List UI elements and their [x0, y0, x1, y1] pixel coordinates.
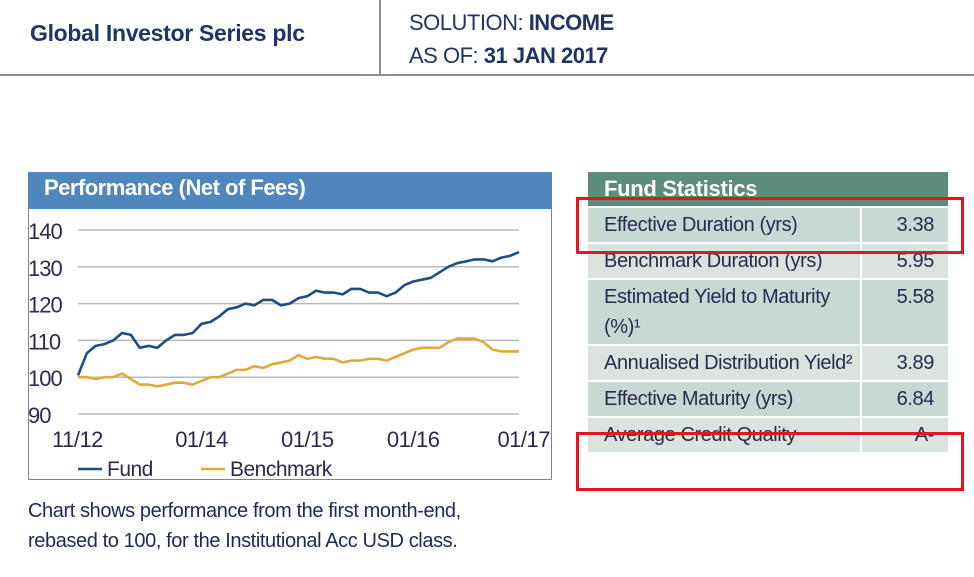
solution-label: SOLUTION:: [409, 10, 529, 35]
legend-item-benchmark: Benchmark: [201, 458, 333, 481]
chart-note-line-2: rebased to 100, for the Institutional Ac…: [28, 530, 458, 552]
y-tick-label: 90: [28, 403, 51, 428]
y-axis-labels: 140 130 120 110 100 90: [28, 219, 63, 428]
stat-row: Effective Duration (yrs) 3.38: [588, 206, 948, 242]
stat-row: Effective Maturity (yrs) 6.84: [588, 380, 948, 416]
brand-name: Global Investor Series plc: [30, 20, 305, 46]
x-tick-label: 01/15: [281, 427, 334, 452]
legend-label: Benchmark: [230, 458, 333, 481]
header-meta: SOLUTION: INCOME AS OF: 31 JAN 2017: [409, 6, 614, 72]
stat-value: A-: [914, 424, 935, 446]
stat-value: 3.38: [896, 214, 935, 236]
legend-item-fund: Fund: [78, 458, 153, 481]
asof-line: AS OF: 31 JAN 2017: [409, 39, 614, 72]
chart-legend: Fund Benchmark: [78, 458, 333, 481]
chart-note-line-1: Chart shows performance from the first m…: [28, 500, 461, 522]
chart-series: [76, 250, 520, 388]
performance-title: Performance (Net of Fees): [28, 172, 552, 209]
legend-label: Fund: [107, 458, 153, 481]
x-tick-label: 11/12: [52, 427, 103, 452]
stat-value: 3.89: [896, 352, 935, 374]
stat-value: 6.84: [896, 388, 935, 410]
chart-note: Chart shows performance from the first m…: [28, 496, 461, 556]
series-line-fund: [76, 250, 520, 376]
series-line-benchmark: [78, 337, 519, 388]
asof-value: 31 JAN 2017: [483, 43, 609, 68]
document-header: Global Investor Series plc SOLUTION: INC…: [0, 0, 974, 76]
y-tick-label: 120: [28, 293, 62, 318]
stat-label: Effective Duration (yrs): [588, 208, 862, 242]
chart-grid: [78, 229, 519, 415]
y-tick-label: 100: [28, 366, 62, 391]
stat-label: Average Credit Quality: [588, 418, 862, 452]
stat-label: Benchmark Duration (yrs): [588, 244, 862, 278]
solution-line: SOLUTION: INCOME: [409, 6, 614, 39]
stat-label: Effective Maturity (yrs): [588, 382, 862, 416]
stat-row: Estimated Yield to Maturity (%)¹ 5.58: [588, 278, 948, 344]
stat-value: 5.95: [896, 250, 935, 272]
highlight-box-credit-quality: [576, 432, 964, 491]
fund-statistics-title: Fund Statistics: [588, 172, 948, 206]
header-divider: [379, 0, 381, 74]
asof-label: AS OF:: [409, 43, 484, 68]
x-tick-label: 01/14: [175, 427, 228, 452]
solution-value: INCOME: [528, 10, 615, 35]
stat-value: 5.58: [896, 286, 935, 308]
x-tick-label: 01/17: [497, 427, 550, 452]
stat-row: Annualised Distribution Yield² 3.89: [588, 344, 948, 380]
x-axis-labels: 11/12 01/14 01/15 01/16 01/17: [52, 427, 551, 452]
stat-label: Estimated Yield to Maturity (%)¹: [588, 280, 862, 344]
stat-label: Annualised Distribution Yield²: [588, 346, 862, 380]
y-tick-label: 110: [28, 329, 61, 354]
stat-row: Benchmark Duration (yrs) 5.95: [588, 242, 948, 278]
y-tick-label: 140: [28, 219, 62, 244]
x-tick-label: 01/16: [387, 427, 440, 452]
y-tick-label: 130: [28, 256, 62, 281]
highlight-box-effective-duration: [576, 197, 964, 254]
fund-statistics-table: Fund Statistics Effective Duration (yrs)…: [588, 172, 948, 452]
